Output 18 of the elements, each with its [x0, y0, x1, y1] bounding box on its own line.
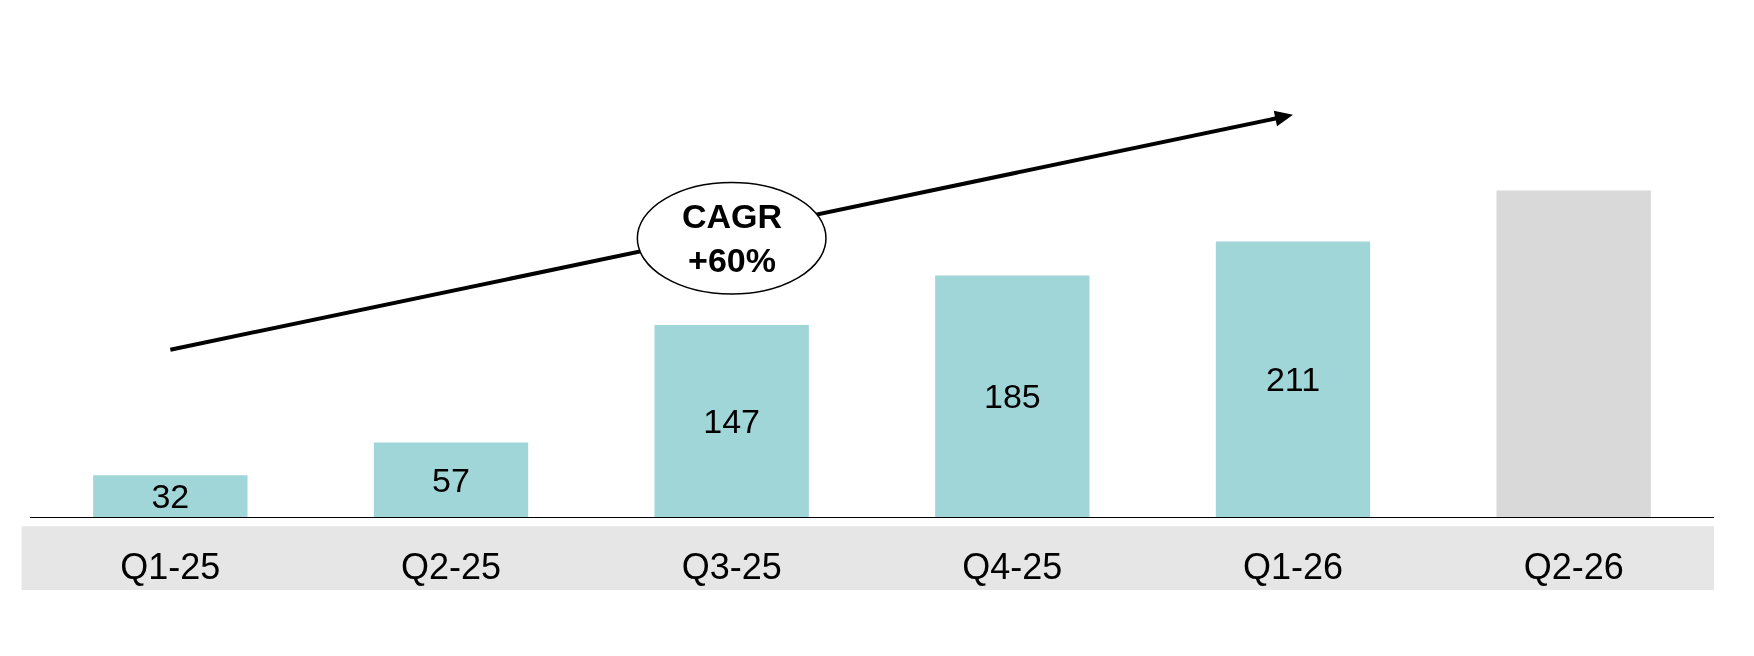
bar: [373, 442, 529, 517]
bar: [1215, 241, 1371, 517]
x-tick-label: Q2-25: [400, 546, 502, 588]
data-label: 185: [983, 377, 1041, 416]
bar: [654, 325, 809, 517]
x-tick-label: Q3-25: [681, 546, 782, 588]
data-label: 57: [432, 460, 470, 499]
x-tick-label: Q2-26: [1523, 546, 1624, 588]
x-tick-label: Q4-25: [962, 546, 1063, 588]
bar: [935, 275, 1090, 517]
x-tick-label: Q1-25: [120, 546, 221, 588]
annotation: CAGR +60%: [682, 197, 783, 280]
bar: [1496, 190, 1651, 517]
x-tick-label: Q1-26: [1242, 546, 1344, 588]
bar: [93, 475, 248, 517]
data-label: 211: [1265, 360, 1321, 399]
data-label: 32: [151, 477, 190, 516]
data-label: 147: [703, 402, 761, 441]
